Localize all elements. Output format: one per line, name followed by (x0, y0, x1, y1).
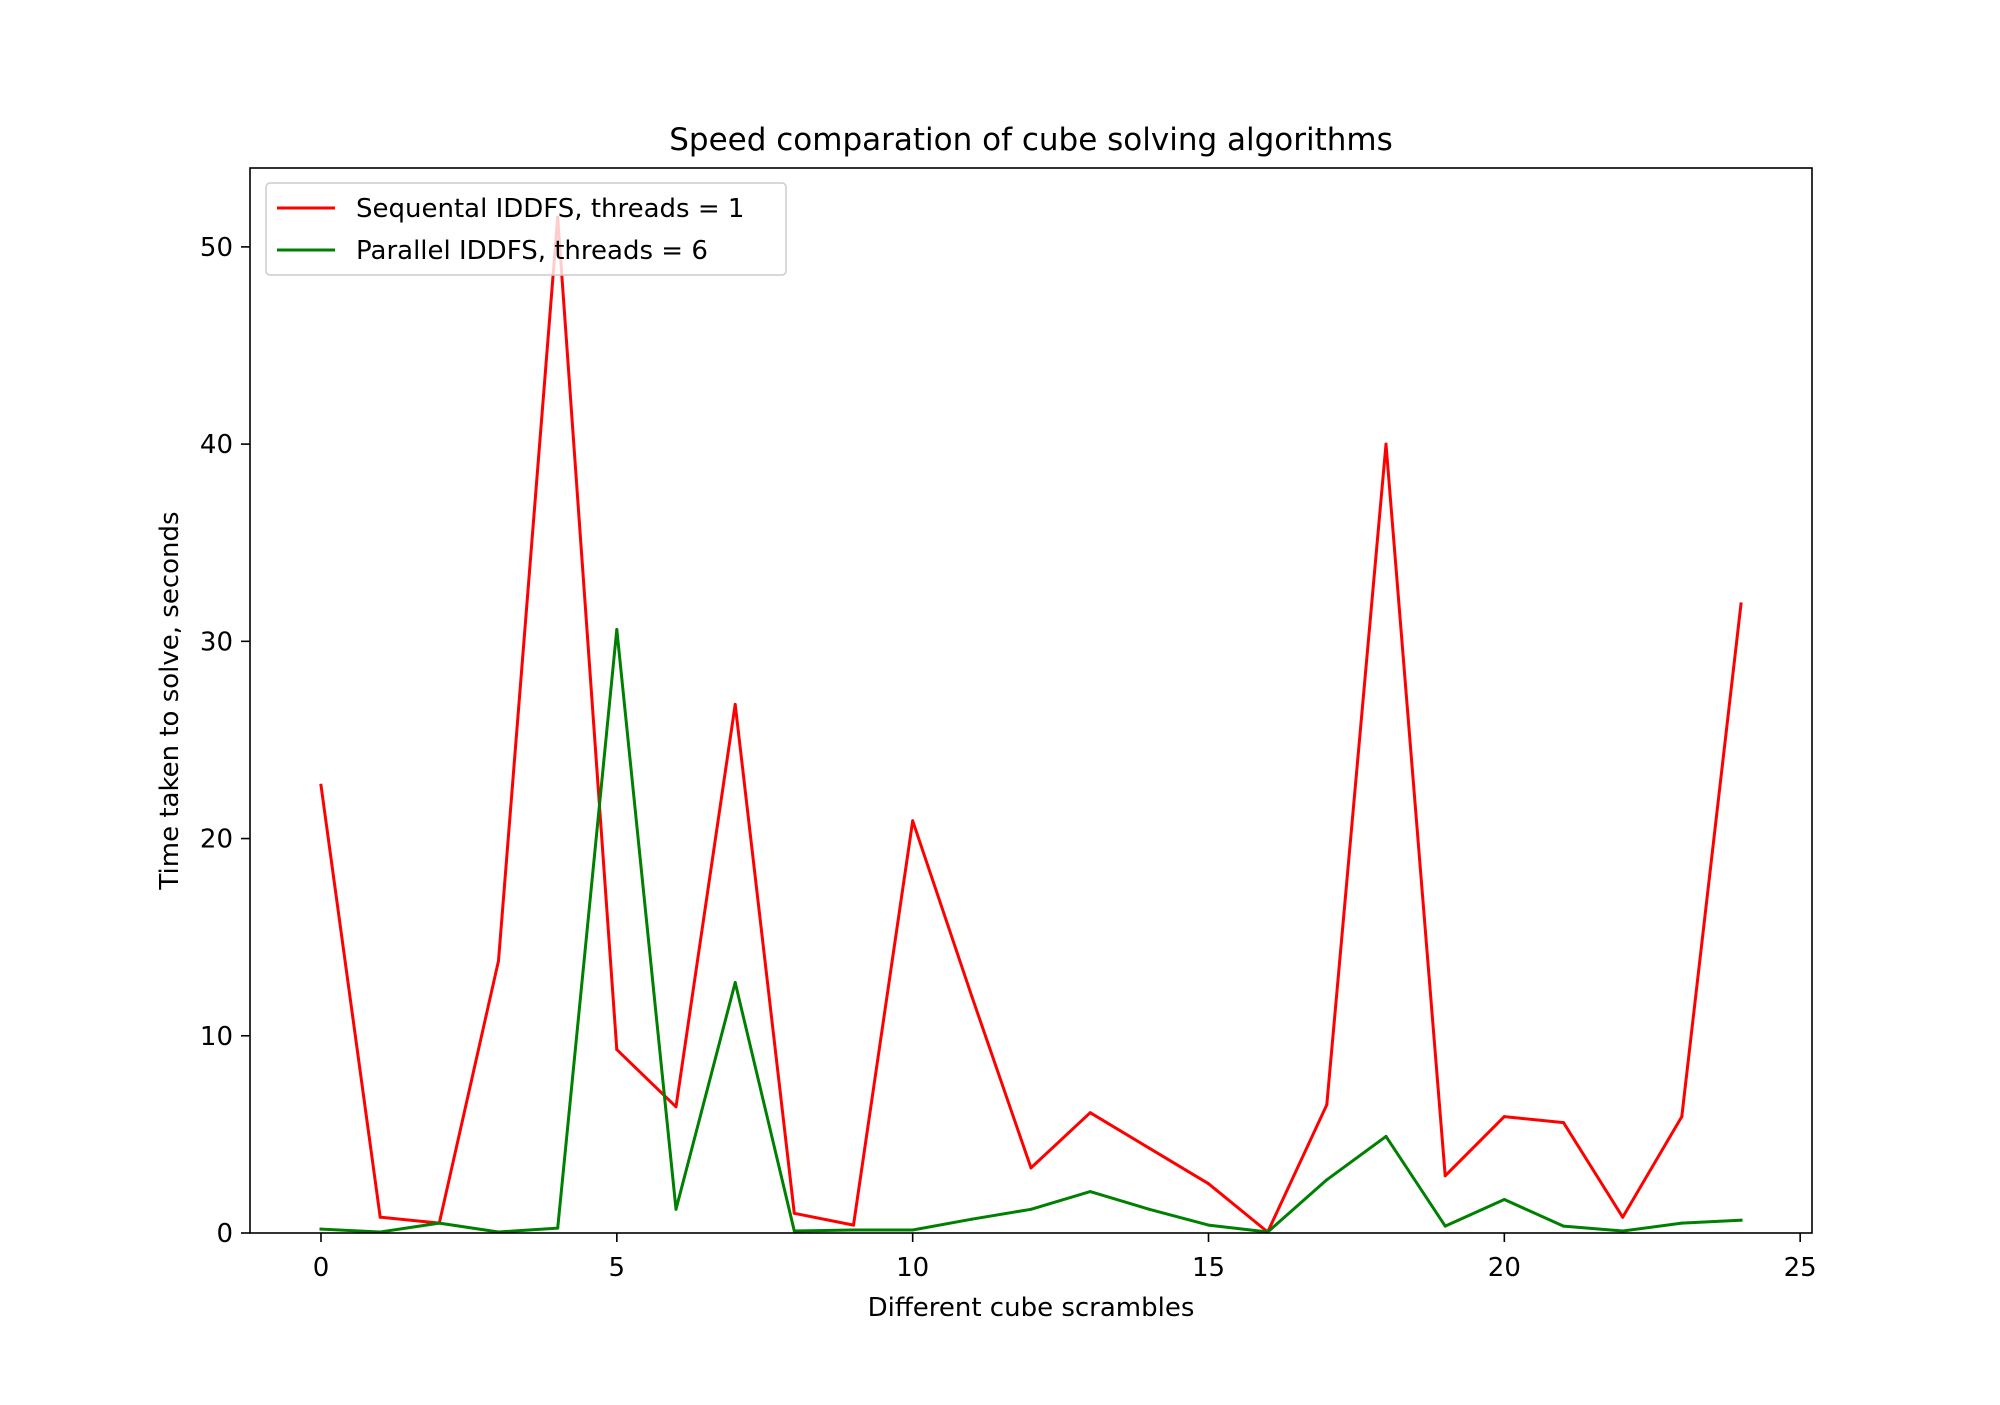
data-point-sequential-21 (1562, 1121, 1565, 1125)
data-point-parallel-19 (1443, 1224, 1447, 1228)
legend: Sequental IDDFS, threads = 1 Parallel ID… (265, 182, 787, 276)
x-axis-ticks: 0 5 10 15 20 25 (313, 1233, 1817, 1283)
y-axis-label: Time taken to solve, seconds (155, 511, 185, 890)
data-point-parallel-12 (1029, 1207, 1033, 1211)
y-tick-label-20: 20 (200, 825, 233, 855)
data-point-parallel-8 (792, 1229, 796, 1233)
data-point-parallel-14 (1147, 1207, 1151, 1211)
data-point-parallel-23 (1680, 1221, 1684, 1225)
data-point-parallel-11 (970, 1217, 974, 1221)
data-point-sequential-22 (1621, 1215, 1625, 1219)
data-point-sequential-8 (792, 1211, 796, 1215)
data-point-sequential-15 (1207, 1182, 1210, 1186)
data-point-sequential-24 (1739, 602, 1743, 606)
data-point-parallel-24 (1739, 1218, 1743, 1222)
data-point-sequential-10 (911, 819, 915, 823)
data-point-parallel-21 (1562, 1224, 1565, 1228)
data-point-sequential-9 (852, 1223, 855, 1227)
data-point-sequential-18 (1384, 442, 1388, 446)
data-point-parallel-4 (556, 1226, 560, 1230)
plot-frame (249, 167, 1813, 1234)
data-point-sequential-14 (1147, 1146, 1151, 1150)
data-point-sequential-5 (615, 1048, 619, 1052)
data-point-sequential-11 (970, 994, 974, 998)
x-tick-label-10: 10 (896, 1253, 929, 1283)
data-point-sequential-12 (1029, 1166, 1033, 1170)
y-axis-ticks: 0 10 20 30 40 50 (200, 233, 250, 1249)
data-point-sequential-0 (319, 783, 323, 787)
data-point-sequential-1 (378, 1215, 382, 1219)
data-point-parallel-18 (1384, 1134, 1388, 1138)
x-tick-label-25: 25 (1784, 1253, 1817, 1283)
data-point-parallel-20 (1502, 1198, 1506, 1201)
data-point-parallel-10 (911, 1228, 915, 1232)
data-point-parallel-2 (437, 1221, 441, 1225)
y-tick-label-40: 40 (200, 430, 233, 460)
legend-label-sequential: Sequental IDDFS, threads = 1 (356, 194, 744, 224)
y-tick-label-30: 30 (200, 627, 233, 657)
data-point-parallel-9 (852, 1228, 855, 1232)
x-tick-label-0: 0 (313, 1253, 330, 1283)
x-axis-label: Different cube scrambles (868, 1293, 1195, 1323)
chart-title: Speed comparation of cube solving algori… (669, 122, 1393, 158)
legend-box (265, 182, 787, 276)
legend-label-parallel: Parallel IDDFS, threads = 6 (356, 236, 708, 266)
data-point-sequential-20 (1502, 1115, 1506, 1119)
data-point-sequential-13 (1088, 1111, 1092, 1115)
x-tick-label-20: 20 (1488, 1253, 1521, 1283)
data-point-parallel-22 (1621, 1229, 1625, 1233)
x-tick-label-5: 5 (609, 1253, 626, 1283)
data-point-parallel-7 (733, 981, 737, 984)
data-point-sequential-23 (1680, 1115, 1684, 1119)
data-point-sequential-17 (1325, 1103, 1329, 1107)
y-tick-label-10: 10 (200, 1022, 233, 1052)
data-point-parallel-5 (615, 628, 619, 631)
y-tick-label-50: 50 (200, 233, 233, 263)
data-point-parallel-13 (1088, 1190, 1092, 1194)
data-point-parallel-0 (319, 1227, 323, 1231)
data-point-parallel-6 (674, 1207, 678, 1211)
data-point-sequential-7 (733, 702, 737, 706)
data-point-sequential-3 (497, 959, 500, 963)
data-point-parallel-15 (1207, 1223, 1210, 1227)
y-tick-label-0: 0 (216, 1219, 233, 1249)
data-point-parallel-17 (1325, 1178, 1329, 1182)
data-point-sequential-19 (1443, 1174, 1447, 1178)
data-point-sequential-6 (674, 1105, 678, 1109)
x-tick-label-15: 15 (1192, 1253, 1225, 1283)
